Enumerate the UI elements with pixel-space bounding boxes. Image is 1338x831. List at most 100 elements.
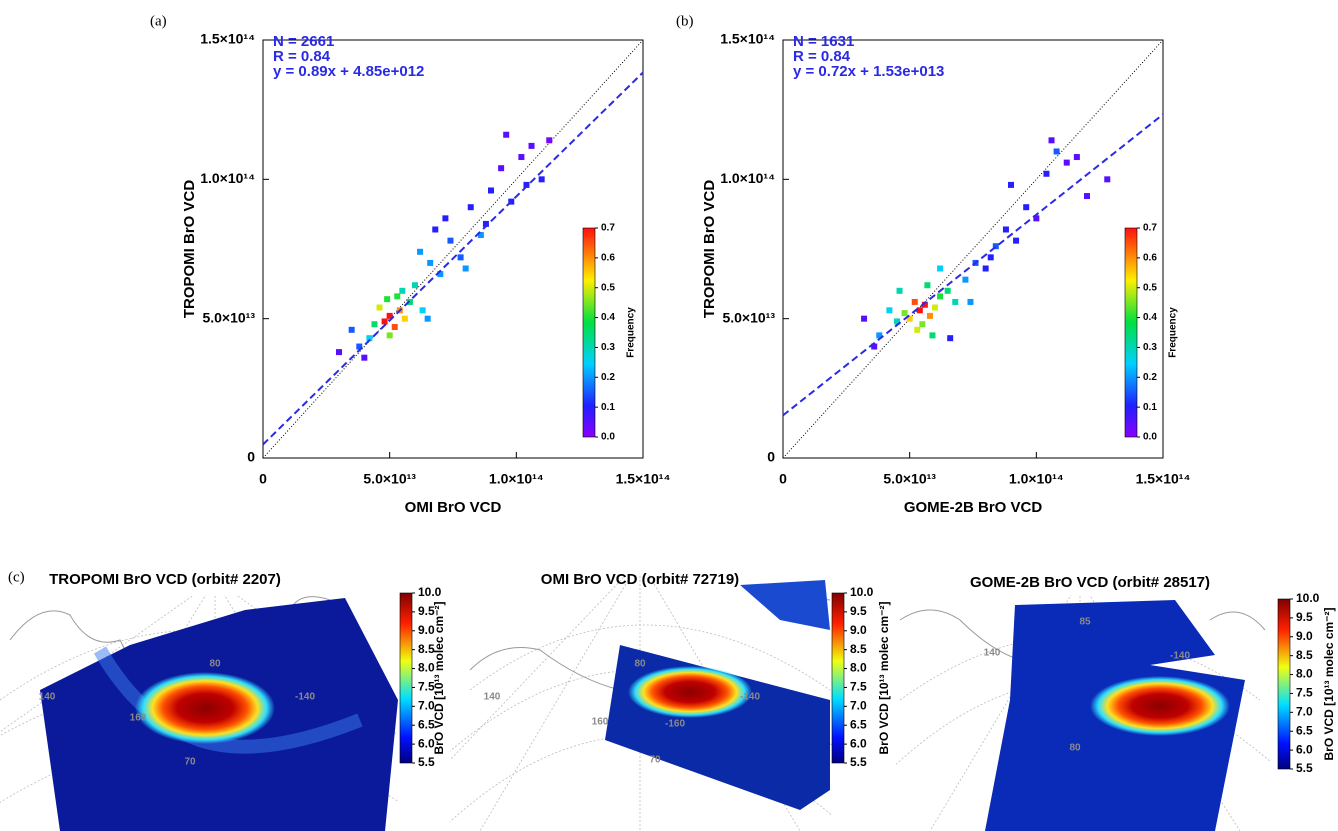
map-title: GOME-2B BrO VCD (orbit# 28517) [970,574,1210,591]
colorbar-tick-label: 0.6 [1143,252,1157,263]
point [919,321,926,328]
y-tick-label: 1.5×10¹⁴ [200,31,255,47]
colorbar-tick-label: 8.0 [1296,667,1313,681]
point [518,154,525,161]
colorbar-tick-label: 6.5 [850,717,867,731]
bro-plume [1090,676,1230,736]
point [944,287,951,294]
point [523,181,530,188]
colorbar-tick-label: 5.5 [850,755,867,769]
x-tick-label: 0 [779,471,787,487]
colorbar-tick-label: 8.5 [418,642,435,656]
colorbar-tick-label: 0.0 [601,432,615,443]
point [861,315,868,322]
graticule-label: 80 [1069,743,1081,754]
colorbar [831,592,845,764]
point [427,259,434,266]
colorbar [1124,227,1138,438]
point [498,165,505,172]
point [932,304,938,311]
graticule-label: 80 [634,659,646,670]
point [386,332,393,339]
colorbar [399,592,413,764]
colorbar-tick-label: 0.4 [1143,312,1157,323]
y-tick-label: 1.0×10¹⁴ [720,170,775,186]
point [906,315,913,322]
graticule-label: 160 [592,717,609,728]
point [987,254,994,261]
graticule-label: 160 [130,713,147,724]
colorbar-tick-label: 10.0 [1296,591,1320,605]
colorbar-tick-label: 9.5 [1296,610,1313,624]
x-tick-label: 1.5×10¹⁴ [1136,471,1191,487]
colorbar-tick-label: 0.5 [1143,282,1157,293]
graticule-label: 140 [39,692,56,703]
x-tick-label: 5.0×10¹³ [883,471,936,487]
colorbar-tick-label: 8.5 [850,642,867,656]
annotation: N = 2661 [273,33,334,50]
graticule-label: -140 [740,692,760,703]
point [1063,159,1070,166]
colorbar-tick-label: 6.5 [418,717,435,731]
point [992,243,999,250]
point [447,237,454,244]
colorbar-tick-label: 0.7 [1143,223,1157,234]
point [1104,176,1111,183]
graticule-label: 140 [484,692,501,703]
map-panel [895,595,1270,831]
point [538,176,545,183]
point [871,343,878,350]
point [391,324,398,331]
point [348,326,355,333]
colorbar-tick-label: 8.5 [1296,648,1313,662]
point [417,248,424,255]
point [477,232,484,239]
point [419,307,426,314]
bro-plume [628,666,752,718]
point [401,315,408,322]
annotation: N = 1631 [793,33,854,50]
map-title: TROPOMI BrO VCD (orbit# 2207) [49,571,281,588]
colorbar-tick-label: 7.0 [1296,705,1313,719]
point [1002,226,1009,233]
swath [740,580,830,630]
point [911,298,918,305]
colorbar [1277,598,1291,770]
one-to-one-line [262,39,644,459]
graticule-label: 140 [984,648,1001,659]
point [876,332,883,339]
point [384,296,391,303]
colorbar-tick-label: 0.5 [601,282,615,293]
point [947,335,954,342]
point [399,287,406,294]
point [1053,148,1060,155]
point [394,293,401,300]
bro-plume [135,672,275,744]
colorbar-tick-label: 6.0 [1296,742,1313,756]
point [366,335,373,342]
point [371,321,378,328]
colorbar-label: BrO VCD [10¹³ molec cm⁻²] [432,601,446,754]
point [361,354,368,361]
y-axis-label: TROPOMI BrO VCD [181,180,198,319]
colorbar-tick-label: 7.0 [418,699,435,713]
fit-line [782,113,1164,417]
point [1013,237,1020,244]
graticule-label: 70 [649,755,661,766]
point [924,282,931,289]
point [962,276,969,283]
point [1073,154,1080,161]
x-tick-label: 1.0×10¹⁴ [489,471,544,487]
colorbar-tick-label: 8.0 [850,661,867,675]
point [1008,181,1014,188]
fit-line [262,71,644,446]
colorbar-tick-label: 0.3 [601,342,615,353]
colorbar-tick-label: 7.5 [418,680,435,694]
colorbar-label: BrO VCD [10¹³ molec cm⁻²] [877,601,891,754]
point [503,131,510,138]
x-tick-label: 1.5×10¹⁴ [616,471,671,487]
colorbar-label: BrO VCD [10¹³ molec cm⁻²] [1322,607,1336,760]
point [937,293,944,300]
y-tick-label: 0 [247,449,255,465]
point [929,332,936,339]
